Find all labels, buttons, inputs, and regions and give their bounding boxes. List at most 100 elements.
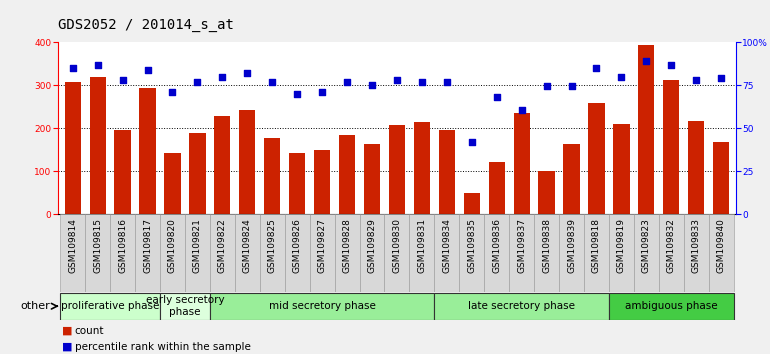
Bar bbox=[364, 144, 380, 214]
Text: ■: ■ bbox=[62, 342, 72, 352]
Point bbox=[92, 62, 104, 68]
Text: GSM109834: GSM109834 bbox=[442, 218, 451, 273]
Text: GSM109816: GSM109816 bbox=[118, 218, 127, 273]
Bar bbox=[85, 214, 110, 292]
Bar bbox=[684, 214, 708, 292]
Text: GSM109818: GSM109818 bbox=[592, 218, 601, 273]
Point bbox=[665, 62, 678, 68]
Text: count: count bbox=[75, 326, 104, 336]
Bar bbox=[289, 153, 305, 214]
Point bbox=[515, 108, 527, 113]
Point bbox=[440, 79, 453, 85]
Text: GSM109830: GSM109830 bbox=[393, 218, 401, 273]
Bar bbox=[384, 214, 410, 292]
Point bbox=[466, 139, 478, 145]
Text: GSM109820: GSM109820 bbox=[168, 218, 177, 273]
Bar bbox=[584, 214, 609, 292]
Bar bbox=[214, 116, 230, 214]
Point bbox=[341, 79, 353, 85]
Bar bbox=[339, 135, 355, 214]
Bar bbox=[634, 214, 659, 292]
Bar bbox=[160, 214, 185, 292]
Bar bbox=[439, 130, 455, 214]
Point bbox=[116, 78, 129, 83]
Bar bbox=[638, 45, 654, 214]
Text: mid secretory phase: mid secretory phase bbox=[269, 301, 376, 311]
Bar bbox=[410, 214, 434, 292]
Point bbox=[490, 95, 503, 100]
Text: GSM109827: GSM109827 bbox=[317, 218, 326, 273]
Text: GSM109823: GSM109823 bbox=[642, 218, 651, 273]
Bar bbox=[164, 153, 181, 214]
Text: GSM109831: GSM109831 bbox=[417, 218, 427, 273]
Point bbox=[266, 79, 279, 85]
Point bbox=[640, 58, 652, 64]
Bar bbox=[713, 143, 729, 214]
Bar bbox=[310, 214, 335, 292]
Text: GSM109832: GSM109832 bbox=[667, 218, 676, 273]
Text: GSM109840: GSM109840 bbox=[717, 218, 725, 273]
Point bbox=[615, 74, 628, 80]
Bar bbox=[314, 150, 330, 214]
Point bbox=[216, 74, 229, 80]
Bar bbox=[413, 122, 430, 214]
Point bbox=[715, 75, 728, 80]
Text: early secretory
phase: early secretory phase bbox=[146, 295, 224, 317]
Point bbox=[316, 89, 328, 95]
Bar bbox=[688, 121, 705, 214]
Bar bbox=[110, 214, 135, 292]
Text: ■: ■ bbox=[62, 326, 72, 336]
Text: proliferative phase: proliferative phase bbox=[61, 301, 159, 311]
Text: late secretory phase: late secretory phase bbox=[468, 301, 575, 311]
Bar bbox=[609, 293, 734, 320]
Text: percentile rank within the sample: percentile rank within the sample bbox=[75, 342, 250, 352]
Text: GSM109836: GSM109836 bbox=[492, 218, 501, 273]
Point bbox=[366, 82, 378, 88]
Bar bbox=[588, 103, 604, 214]
Bar bbox=[434, 293, 609, 320]
Bar bbox=[514, 113, 530, 214]
Bar bbox=[389, 125, 405, 214]
Text: GSM109825: GSM109825 bbox=[268, 218, 276, 273]
Bar bbox=[509, 214, 534, 292]
Bar bbox=[185, 214, 210, 292]
Point bbox=[390, 78, 403, 83]
Bar bbox=[139, 88, 156, 214]
Bar bbox=[663, 80, 679, 214]
Point bbox=[191, 79, 203, 85]
Point bbox=[416, 79, 428, 85]
Bar bbox=[434, 214, 459, 292]
Text: GSM109837: GSM109837 bbox=[517, 218, 526, 273]
Bar bbox=[559, 214, 584, 292]
Text: GDS2052 / 201014_s_at: GDS2052 / 201014_s_at bbox=[58, 18, 233, 32]
Text: GSM109835: GSM109835 bbox=[467, 218, 477, 273]
Text: GSM109833: GSM109833 bbox=[691, 218, 701, 273]
Point bbox=[541, 84, 553, 89]
Text: GSM109819: GSM109819 bbox=[617, 218, 626, 273]
Point bbox=[690, 78, 702, 83]
Bar bbox=[285, 214, 310, 292]
Bar bbox=[264, 138, 280, 214]
Bar bbox=[210, 214, 235, 292]
Text: GSM109826: GSM109826 bbox=[293, 218, 302, 273]
Bar bbox=[210, 293, 434, 320]
Bar bbox=[60, 293, 160, 320]
Bar bbox=[459, 214, 484, 292]
Text: GSM109821: GSM109821 bbox=[193, 218, 202, 273]
Text: GSM109839: GSM109839 bbox=[567, 218, 576, 273]
Bar bbox=[189, 133, 206, 214]
Bar bbox=[60, 214, 85, 292]
Bar bbox=[239, 110, 256, 214]
Bar bbox=[708, 214, 734, 292]
Bar bbox=[335, 214, 360, 292]
Text: GSM109815: GSM109815 bbox=[93, 218, 102, 273]
Bar bbox=[360, 214, 384, 292]
Text: GSM109829: GSM109829 bbox=[367, 218, 377, 273]
Point bbox=[591, 65, 603, 71]
Bar bbox=[89, 77, 105, 214]
Bar bbox=[659, 214, 684, 292]
Bar bbox=[115, 130, 131, 214]
Bar bbox=[534, 214, 559, 292]
Text: GSM109814: GSM109814 bbox=[69, 218, 77, 273]
Text: GSM109838: GSM109838 bbox=[542, 218, 551, 273]
